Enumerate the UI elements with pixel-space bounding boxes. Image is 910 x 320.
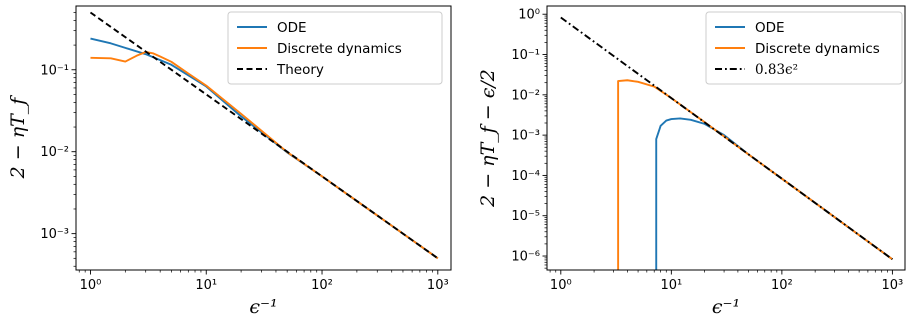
series-line-2 <box>617 79 893 270</box>
y-axis-label: 2 − ηT_f <box>7 95 29 180</box>
x-tick-label: 10² <box>311 278 333 293</box>
x-tick-label: 10¹ <box>660 278 682 293</box>
x-tick-label: 10¹ <box>195 278 217 293</box>
minor-ticks <box>73 12 433 273</box>
x-axis-label: ϵ⁻¹ <box>249 296 277 318</box>
y-axis-label: 2 − ηT_f − ϵ/2 <box>477 69 499 208</box>
series-line-3 <box>560 16 893 261</box>
legend-label: Discrete dynamics <box>755 41 880 57</box>
legend-box <box>705 11 903 85</box>
y-tick-label: 10⁻⁶ <box>511 250 540 265</box>
axes-frame <box>75 5 452 271</box>
legend-label: Theory <box>276 62 324 78</box>
y-tick-label: 10⁻³ <box>40 227 69 242</box>
x-tick-label: 10³ <box>882 278 904 293</box>
y-tick-label: 10⁰ <box>518 8 540 23</box>
legend: ODE Discrete dynamics 0.83ϵ² <box>705 11 903 85</box>
y-tick-label: 10⁻² <box>511 88 540 103</box>
legend-label: ODE <box>755 20 785 36</box>
chart-1: 10⁰ 10¹ 10² 10³ 10⁻³ 10⁻² 10⁻¹ ϵ⁻¹ 2 − ηT_f ODE Di… <box>7 5 452 318</box>
x-tick-label: 10⁰ <box>550 278 572 293</box>
y-tick-label: 10⁻³ <box>511 129 540 144</box>
plot-area <box>560 16 893 270</box>
legend-label: ODE <box>277 20 307 36</box>
y-tick-label: 10⁻² <box>40 145 69 160</box>
y-tick-label: 10⁻⁴ <box>511 169 540 184</box>
minor-ticks <box>544 15 888 273</box>
legend-label: Discrete dynamics <box>277 41 402 57</box>
y-tick-label: 10⁻⁵ <box>511 209 540 224</box>
x-axis-label: ϵ⁻¹ <box>712 296 740 318</box>
series-line-1 <box>655 117 893 270</box>
plot-area <box>89 11 439 260</box>
x-tick-label: 10² <box>771 278 793 293</box>
x-tick-label: 10⁰ <box>80 278 102 293</box>
legend: ODE Discrete dynamics Theory <box>227 11 443 85</box>
x-tick-label: 10³ <box>427 278 449 293</box>
legend-label: 0.83ϵ² <box>755 62 798 78</box>
series-line-3 <box>89 11 439 260</box>
y-tick-label: 10⁻¹ <box>40 63 69 78</box>
legend-box <box>227 11 443 85</box>
chart-2: 10⁰ 10¹ 10² 10³ 10⁻⁶ 10⁻⁵ 10⁻⁴ 10⁻³ 10⁻² 10⁻¹ 10⁰ ϵ… <box>477 5 906 318</box>
y-tick-label: 10⁻¹ <box>511 48 540 63</box>
axes-frame <box>546 5 906 271</box>
